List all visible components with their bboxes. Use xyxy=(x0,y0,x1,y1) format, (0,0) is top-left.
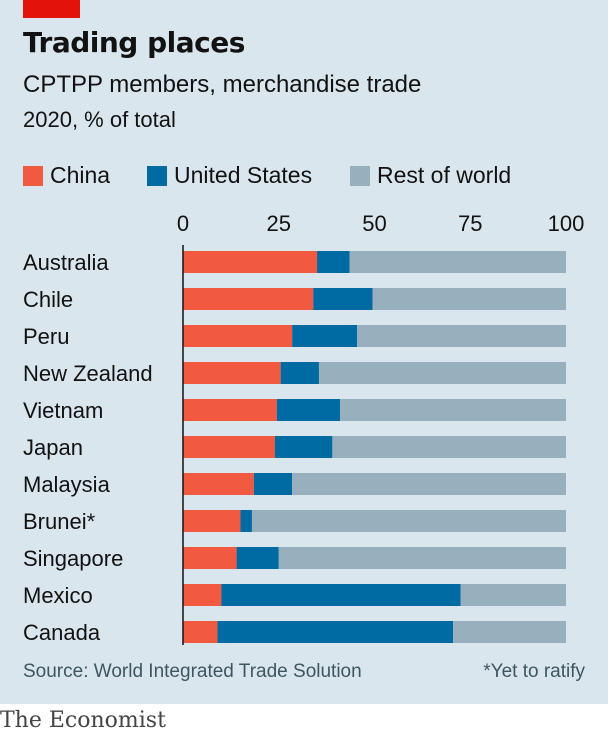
bar-japan-united-states xyxy=(274,436,333,458)
category-label-canada: Canada xyxy=(23,620,101,645)
bar-singapore-rest-of-world xyxy=(278,547,566,569)
bar-australia-rest-of-world xyxy=(349,251,566,273)
bar-brunei-china xyxy=(183,510,241,532)
bar-brunei-united-states xyxy=(240,510,252,532)
bar-new-zealand-united-states xyxy=(280,362,319,384)
category-label-peru: Peru xyxy=(23,324,69,349)
bar-japan-rest-of-world xyxy=(332,436,566,458)
legend-label-rest-of-world: Rest of world xyxy=(377,162,512,188)
legend-label-united-states: United States xyxy=(174,162,313,188)
category-label-brunei: Brunei* xyxy=(23,509,96,534)
chart-subtitle: CPTPP members, merchandise trade xyxy=(23,71,422,98)
bar-chile-united-states xyxy=(313,288,373,310)
bar-australia-united-states xyxy=(317,251,350,273)
category-label-australia: Australia xyxy=(23,250,109,275)
bar-mexico-united-states xyxy=(221,584,461,606)
legend-swatch-united-states xyxy=(147,165,167,186)
category-label-vietnam: Vietnam xyxy=(23,398,103,423)
bar-canada-united-states xyxy=(217,621,454,643)
legend-item-china: China xyxy=(23,162,110,189)
source-note: Source: World Integrated Trade Solution xyxy=(23,661,362,682)
chart-unit-note: 2020, % of total xyxy=(23,107,176,132)
legend-item-rest-of-world: Rest of world xyxy=(350,162,511,189)
bar-japan-china xyxy=(183,436,275,458)
bar-malaysia-rest-of-world xyxy=(292,473,566,495)
chart-title: Trading places xyxy=(23,26,245,59)
category-label-mexico: Mexico xyxy=(23,583,93,608)
brand-red-tag xyxy=(23,0,80,18)
x-tick-label-25: 25 xyxy=(267,211,291,236)
bar-peru-china xyxy=(183,325,293,347)
x-tick-label-50: 50 xyxy=(362,211,386,236)
legend-swatch-china xyxy=(23,165,43,186)
bar-peru-united-states xyxy=(292,325,358,347)
footnote: *Yet to ratify xyxy=(483,661,585,682)
bar-canada-rest-of-world xyxy=(453,621,566,643)
category-label-singapore: Singapore xyxy=(23,546,123,571)
brand-wordmark: The Economist xyxy=(0,708,166,733)
legend-item-united-states: United States xyxy=(147,162,312,189)
category-label-chile: Chile xyxy=(23,287,73,312)
bar-chile-china xyxy=(183,288,314,310)
bar-canada-china xyxy=(183,621,218,643)
bar-vietnam-china xyxy=(183,399,277,421)
bar-malaysia-united-states xyxy=(253,473,293,495)
bar-australia-china xyxy=(183,251,318,273)
x-tick-label-100: 100 xyxy=(548,211,585,236)
x-tick-label-75: 75 xyxy=(458,211,482,236)
legend-swatch-rest-of-world xyxy=(350,165,370,186)
bar-singapore-china xyxy=(183,547,237,569)
bar-chart: 0 25 50 75 100 Australia Chile Peru New Zealand V… xyxy=(23,211,585,645)
chart-panel: Trading places CPTPP members, merchandis… xyxy=(0,0,608,704)
bar-singapore-united-states xyxy=(236,547,279,569)
legend-label-china: China xyxy=(50,162,111,188)
bar-chile-rest-of-world xyxy=(372,288,566,310)
bar-new-zealand-china xyxy=(183,362,281,384)
category-label-malaysia: Malaysia xyxy=(23,472,111,497)
bar-peru-rest-of-world xyxy=(357,325,566,347)
category-label-new-zealand: New Zealand xyxy=(23,361,153,386)
bar-mexico-china xyxy=(183,584,222,606)
bar-vietnam-united-states xyxy=(276,399,341,421)
bar-brunei-rest-of-world xyxy=(251,510,566,532)
bar-new-zealand-rest-of-world xyxy=(318,362,566,384)
bar-vietnam-rest-of-world xyxy=(340,399,566,421)
bar-malaysia-china xyxy=(183,473,254,495)
bar-mexico-rest-of-world xyxy=(460,584,566,606)
x-tick-label-0: 0 xyxy=(177,211,189,236)
category-label-japan: Japan xyxy=(23,435,83,460)
